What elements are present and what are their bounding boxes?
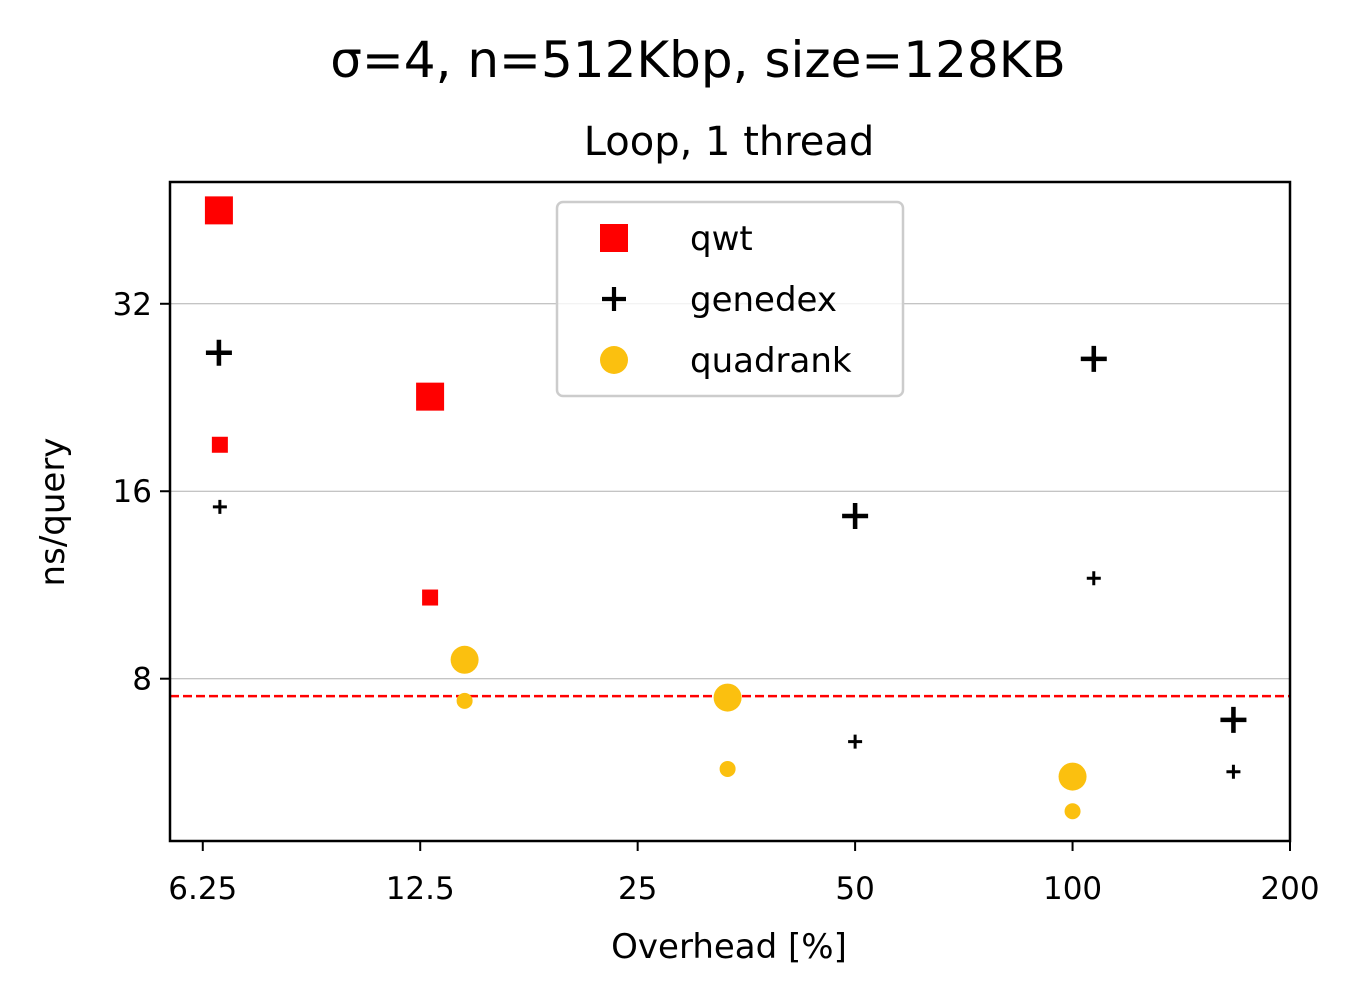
x-tick-label: 50 xyxy=(835,871,874,907)
x-tick-label: 25 xyxy=(618,871,657,907)
legend-marker-qwt xyxy=(600,224,628,252)
data-point-quadrank xyxy=(456,692,473,709)
data-point-qwt xyxy=(211,436,228,453)
y-axis: 8 16 32 xyxy=(113,287,170,698)
legend-label-qwt: qwt xyxy=(690,219,753,259)
y-axis-label: ns/query xyxy=(33,438,73,587)
x-tick-label: 6.25 xyxy=(168,871,237,907)
chart-subtitle: Loop, 1 thread xyxy=(584,119,875,165)
legend-label-quadrank: quadrank xyxy=(690,341,852,381)
data-point-genedex xyxy=(842,503,869,530)
data-points xyxy=(204,196,1247,820)
x-tick-label: 200 xyxy=(1260,871,1319,907)
x-axis-label: Overhead [%] xyxy=(611,927,847,967)
legend: qwt genedex quadrank xyxy=(555,200,905,398)
y-tick-label: 16 xyxy=(113,474,152,510)
data-point-quadrank xyxy=(1064,803,1081,820)
x-tick-label: 12.5 xyxy=(386,871,455,907)
x-tick-label: 100 xyxy=(1043,871,1102,907)
data-point-qwt xyxy=(416,382,445,411)
data-point-genedex xyxy=(1080,345,1107,372)
data-point-genedex xyxy=(212,499,227,514)
data-point-genedex xyxy=(1220,706,1247,733)
x-axis: 6.25 12.5 25 50 100 200 xyxy=(168,841,1320,907)
data-point-quadrank xyxy=(719,760,736,777)
data-point-genedex xyxy=(205,339,232,366)
data-point-genedex xyxy=(1226,764,1241,779)
chart-title: σ=4, n=512Kbp, size=128KB xyxy=(330,31,1066,89)
data-point-qwt xyxy=(422,589,439,606)
legend-marker-quadrank xyxy=(600,346,628,374)
y-tick-label: 32 xyxy=(113,287,152,323)
legend-box xyxy=(555,200,905,398)
legend-marker-genedex xyxy=(602,287,626,311)
data-point-qwt xyxy=(204,196,233,225)
data-point-genedex xyxy=(1086,571,1101,586)
data-point-quadrank xyxy=(450,645,479,674)
legend-label-genedex: genedex xyxy=(690,280,837,320)
data-point-genedex xyxy=(848,734,863,749)
plot-frame xyxy=(168,180,1292,843)
y-tick-label: 8 xyxy=(132,662,152,698)
data-point-quadrank xyxy=(713,683,742,712)
data-point-quadrank xyxy=(1058,762,1087,791)
